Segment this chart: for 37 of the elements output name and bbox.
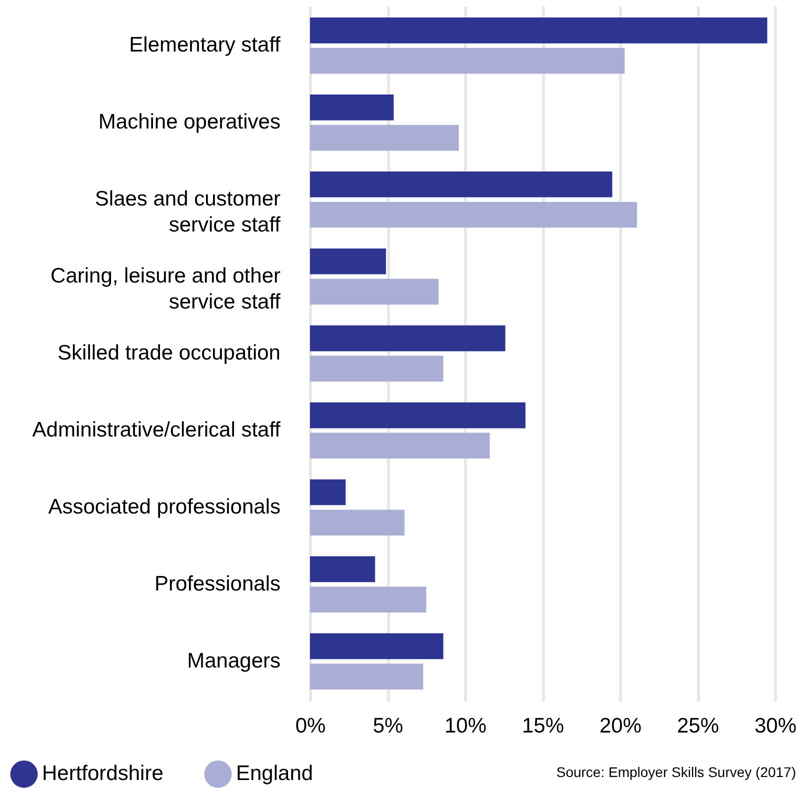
y-tick-label: Slaes and customer service staff <box>94 188 281 237</box>
bar <box>310 325 506 352</box>
bar <box>310 402 526 428</box>
bar <box>310 664 424 690</box>
x-tick-label: 25% <box>676 714 720 738</box>
source-note: Source: Employer Skills Survey (2017) <box>556 764 796 780</box>
bar <box>310 94 394 120</box>
legend-label: England <box>236 762 314 786</box>
bar <box>310 556 376 582</box>
x-tick-label: 5% <box>372 714 404 738</box>
legend-label: Hertfordshire <box>42 762 164 786</box>
y-tick-label: Skilled trade occupation <box>58 342 280 364</box>
x-tick-label: 0% <box>295 714 326 738</box>
x-tick-label: 15% <box>522 714 564 738</box>
bar <box>310 432 490 459</box>
bar <box>310 171 612 198</box>
y-tick-label: Professionals <box>154 572 280 596</box>
x-tick-label: 30% <box>754 714 797 738</box>
bar <box>310 479 346 506</box>
bar <box>310 248 386 274</box>
y-tick-label: Associated professionals <box>48 495 280 518</box>
x-tick-label: 20% <box>599 714 642 738</box>
y-tick-label: Managers <box>187 649 280 672</box>
y-tick-label: Caring, leisure and other service staff <box>50 264 281 314</box>
bar <box>310 278 439 305</box>
bar <box>310 633 444 660</box>
bar <box>310 18 768 44</box>
bar <box>310 124 459 151</box>
bar <box>310 356 444 382</box>
y-tick-label: Administrative/clerical staff <box>32 418 281 442</box>
bar <box>310 48 625 74</box>
y-tick-label: Machine operatives <box>98 110 280 134</box>
bar <box>310 202 638 228</box>
x-tick-label: 10% <box>444 714 487 738</box>
bar <box>310 510 405 536</box>
bar <box>310 586 426 612</box>
y-tick-label: Elementary staff <box>129 34 281 57</box>
